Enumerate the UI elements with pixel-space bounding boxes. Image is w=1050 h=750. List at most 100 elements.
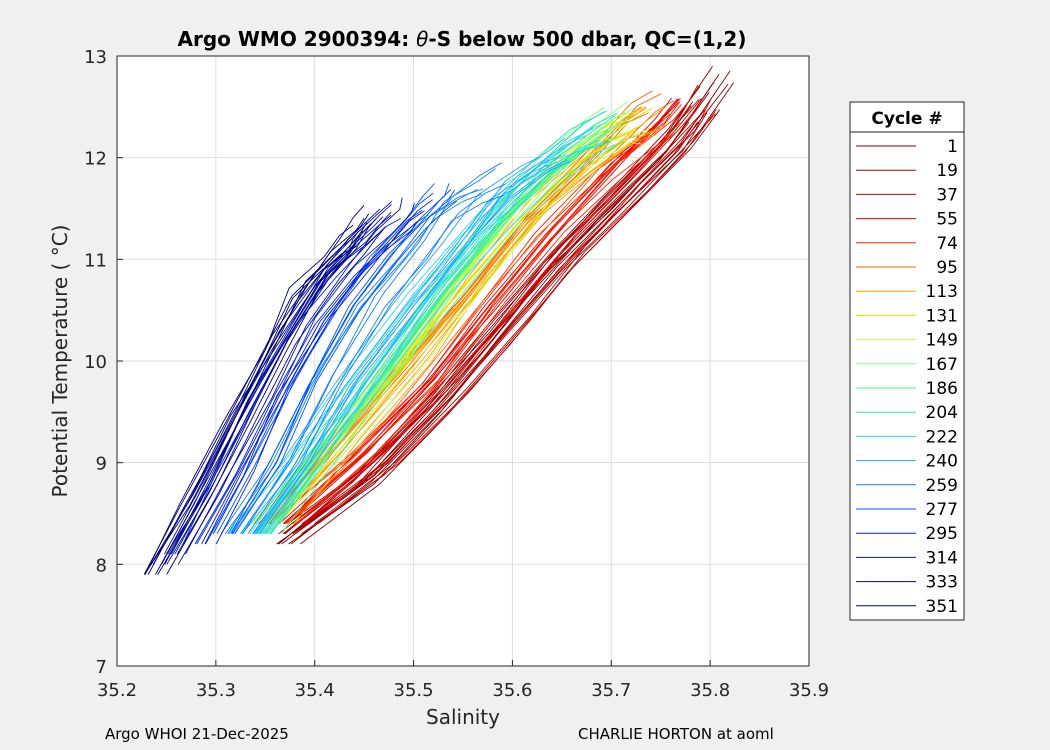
profile-line bbox=[241, 164, 549, 535]
profile-line bbox=[212, 192, 434, 535]
profile-line bbox=[292, 105, 692, 525]
profile-line bbox=[230, 189, 452, 535]
profile-line bbox=[147, 245, 357, 575]
y-tick-label: 12 bbox=[84, 149, 107, 170]
legend-label: 240 bbox=[926, 452, 958, 472]
profile-line bbox=[270, 144, 616, 535]
legend-label: 351 bbox=[926, 597, 958, 617]
legend-label: 19 bbox=[936, 161, 958, 181]
legend-label: 37 bbox=[936, 185, 958, 205]
legend-label: 167 bbox=[926, 355, 958, 375]
profile-line bbox=[276, 130, 657, 524]
profile-line bbox=[269, 119, 664, 525]
x-tick-label: 35.8 bbox=[690, 680, 730, 701]
title-theta: θ bbox=[416, 27, 428, 51]
y-tick-label: 13 bbox=[84, 47, 107, 68]
profile-line bbox=[279, 97, 672, 525]
profile-line bbox=[269, 112, 618, 535]
profile-line bbox=[270, 113, 671, 525]
legend-label: 222 bbox=[926, 427, 958, 447]
chart-title: Argo WMO 2900394: θ-S below 500 dbar, QC… bbox=[178, 27, 747, 51]
y-tick-label: 7 bbox=[96, 657, 107, 678]
profile-line bbox=[287, 100, 674, 525]
series-351 bbox=[143, 213, 379, 575]
profile-line bbox=[278, 141, 646, 525]
profile-line bbox=[161, 222, 368, 565]
profile-line bbox=[253, 154, 562, 535]
series-222 bbox=[227, 126, 601, 535]
profile-line bbox=[150, 204, 365, 565]
profile-line bbox=[261, 161, 571, 535]
profile-line bbox=[144, 242, 356, 575]
legend-label: 74 bbox=[936, 234, 958, 254]
profile-line bbox=[301, 98, 702, 525]
series-259 bbox=[220, 162, 506, 535]
profile-line bbox=[249, 135, 586, 535]
profile-line bbox=[205, 222, 417, 545]
y-tick-label: 10 bbox=[84, 352, 107, 373]
profile-line bbox=[241, 117, 593, 535]
x-tick-label: 35.3 bbox=[196, 680, 236, 701]
footer-left-credit: Argo WHOI 21-Dec-2025 bbox=[105, 725, 289, 743]
axes: 35.2 35.3 35.4 35.5 35.6 35.7 35.8 35.9 7 8 9 10 11 1… bbox=[84, 47, 829, 701]
profile-line bbox=[201, 210, 425, 545]
y-axis-label: Potential Temperature ( °C) bbox=[48, 225, 72, 498]
profile-line bbox=[165, 216, 384, 555]
x-tick-label: 35.9 bbox=[789, 680, 829, 701]
x-tick-label: 35.4 bbox=[295, 680, 335, 701]
series-74 bbox=[269, 97, 696, 525]
profile-line bbox=[166, 233, 379, 575]
profile-line bbox=[300, 82, 735, 545]
profile-line bbox=[254, 147, 589, 535]
profile-line bbox=[163, 208, 381, 555]
series-240 bbox=[232, 137, 571, 535]
footer-right-credit: CHARLIE HORTON at aoml bbox=[578, 725, 774, 743]
profile-line bbox=[280, 140, 625, 535]
series-333 bbox=[150, 204, 386, 565]
x-tick-label: 35.6 bbox=[492, 680, 532, 701]
profile-line bbox=[302, 99, 700, 525]
legend-label: 186 bbox=[926, 379, 958, 399]
legend-label: 314 bbox=[926, 548, 958, 568]
series-295 bbox=[182, 199, 433, 545]
profile-line bbox=[242, 162, 502, 535]
series-204 bbox=[241, 111, 618, 535]
x-tick-label: 35.2 bbox=[97, 680, 137, 701]
profile-line bbox=[177, 226, 386, 565]
legend-label: 277 bbox=[926, 500, 958, 520]
profile-line bbox=[265, 139, 601, 535]
profile-line bbox=[277, 92, 710, 545]
profile-line bbox=[260, 130, 636, 524]
profile-line bbox=[294, 106, 667, 524]
profile-line bbox=[306, 121, 699, 525]
x-tick-label: 35.7 bbox=[591, 680, 631, 701]
profile-line bbox=[290, 70, 731, 545]
series-layer bbox=[143, 66, 735, 575]
x-tick-label: 35.5 bbox=[394, 680, 434, 701]
profile-line bbox=[231, 189, 456, 535]
y-tick-label: 11 bbox=[84, 250, 107, 271]
profile-line bbox=[267, 115, 616, 535]
y-tick-label: 8 bbox=[96, 555, 107, 576]
profile-line bbox=[204, 210, 423, 545]
legend-label: 204 bbox=[926, 403, 958, 423]
legend: Cycle #1 19 37 55 74 95 113 131 149 167 186 204 222 2… bbox=[849, 101, 965, 621]
y-tick-label: 9 bbox=[96, 454, 107, 475]
profile-line bbox=[143, 238, 352, 575]
profile-line bbox=[232, 156, 542, 535]
profile-line bbox=[182, 218, 402, 545]
legend-label: 333 bbox=[926, 573, 958, 593]
profile-line bbox=[302, 109, 706, 525]
x-axis-label: Salinity bbox=[426, 705, 500, 729]
profile-line bbox=[285, 122, 680, 525]
profile-line bbox=[194, 219, 420, 545]
profile-line bbox=[164, 223, 372, 565]
legend-label: 149 bbox=[926, 331, 958, 351]
title-prefix: Argo WMO 2900394: bbox=[178, 27, 417, 51]
profile-line bbox=[296, 112, 696, 525]
profile-line bbox=[234, 200, 457, 535]
profile-line bbox=[150, 230, 364, 565]
profile-line bbox=[215, 199, 433, 545]
legend-label: 95 bbox=[936, 258, 958, 278]
